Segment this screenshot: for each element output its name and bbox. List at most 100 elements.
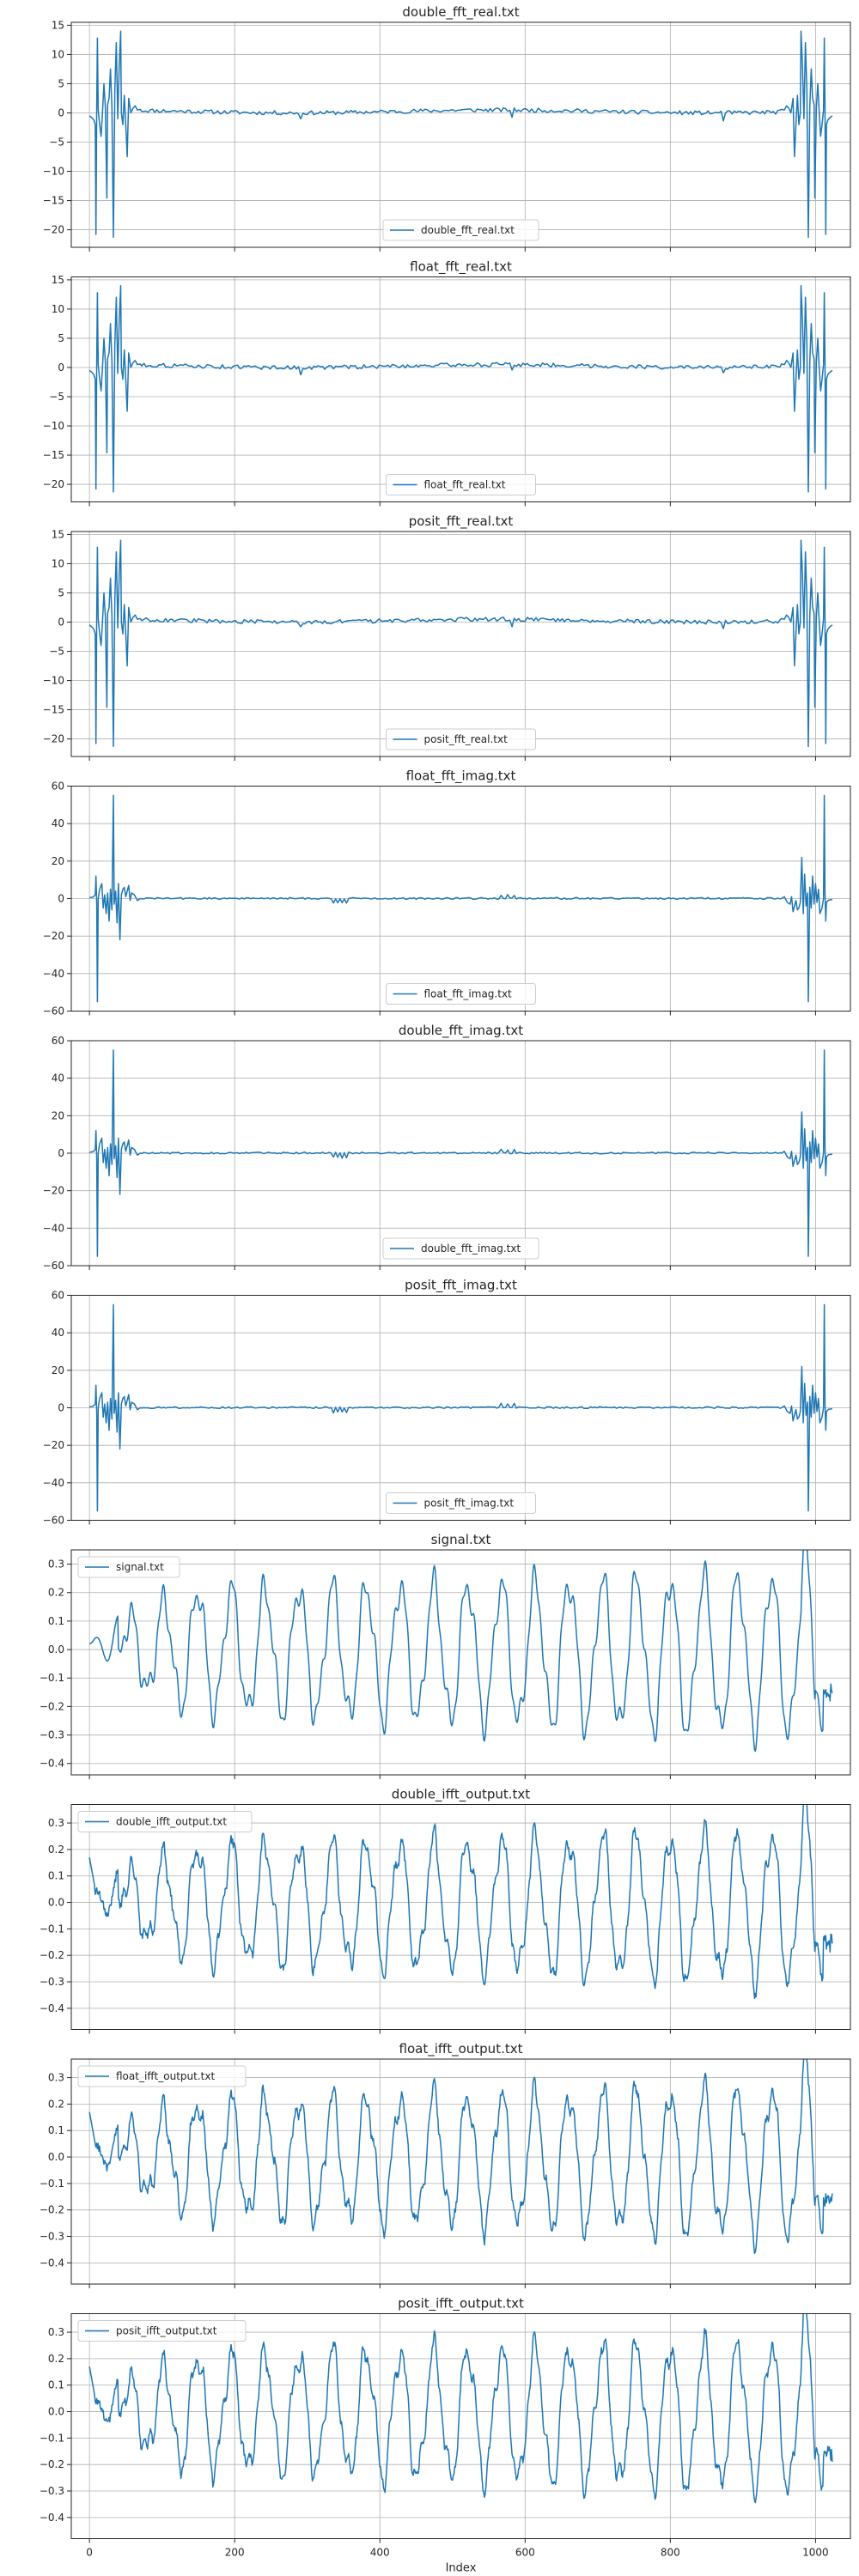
chart-panel: float_ifft_output.txt0.30.20.10.0−0.1−0.… xyxy=(40,2038,850,2288)
axes-frame xyxy=(71,532,850,756)
legend: double_ifft_output.txt xyxy=(78,1812,252,1832)
y-tick-label: −0.3 xyxy=(40,1976,64,1988)
x-tick-label: 600 xyxy=(515,2547,535,2559)
y-tick-label: 60 xyxy=(52,1035,64,1047)
y-tick-label: −0.2 xyxy=(40,1700,64,1712)
y-tick-label: 10 xyxy=(52,303,64,315)
x-tick-label: 0 xyxy=(86,2547,93,2559)
y-tick-label: −15 xyxy=(43,704,64,716)
legend-label: double_ifft_output.txt xyxy=(116,1816,227,1828)
y-tick-label: −10 xyxy=(43,166,64,178)
legend-label: float_ifft_output.txt xyxy=(116,2070,215,2082)
legend-label: float_fft_imag.txt xyxy=(424,988,513,1000)
x-tick-label: 1000 xyxy=(802,2547,829,2559)
y-tick-label: −5 xyxy=(49,137,64,149)
x-tick-label: 200 xyxy=(225,2547,245,2559)
legend: float_fft_imag.txt xyxy=(387,984,536,1005)
legend: signal.txt xyxy=(78,1557,180,1577)
series-line xyxy=(89,540,832,746)
y-tick-label: −0.1 xyxy=(40,1672,64,1684)
y-tick-label: 0.1 xyxy=(48,1870,64,1882)
chart-panel: posit_fft_real.txt 15 10 5 0 −5 −10 −15 −20 posit… xyxy=(43,513,850,761)
y-tick-label: −20 xyxy=(43,224,64,236)
chart-title: float_fft_imag.txt xyxy=(406,769,516,785)
y-tick-label: 5 xyxy=(58,586,64,598)
series-line xyxy=(89,286,832,492)
y-tick-label: 15 xyxy=(52,274,64,286)
chart-panel: posit_ifft_output.txt 0 200 400 600 800 1000 0.… xyxy=(40,2293,850,2575)
legend: float_fft_real.txt xyxy=(387,475,536,495)
y-tick-label: 0 xyxy=(58,616,64,628)
y-tick-label: −60 xyxy=(43,1260,64,1272)
y-tick-label: −20 xyxy=(43,478,64,490)
y-tick-label: −20 xyxy=(43,930,64,942)
y-tick-label: 0 xyxy=(58,106,64,118)
legend: float_ifft_output.txt xyxy=(78,2066,246,2087)
y-tick-label: 0.0 xyxy=(48,1643,64,1656)
y-tick-label: 0.2 xyxy=(48,2098,64,2110)
y-tick-label: −15 xyxy=(43,195,64,207)
y-tick-label: −0.2 xyxy=(40,2204,64,2216)
y-tick-label: 0.3 xyxy=(48,1558,64,1571)
y-tick-label: 0.3 xyxy=(48,2326,64,2338)
chart-panel: signal.txt 0.3 0.2 0.1 0.0 −0.1 −0.2 −0.3 −0.4 si… xyxy=(40,1526,850,1779)
y-tick-label: 0 xyxy=(58,893,64,905)
y-tick-label: 15 xyxy=(52,528,64,540)
y-tick-label: 0.1 xyxy=(48,2379,64,2391)
y-tick-label: 10 xyxy=(52,557,64,569)
y-tick-label: −20 xyxy=(43,1439,64,1451)
y-tick-label: 5 xyxy=(58,332,64,344)
y-tick-label: 0.2 xyxy=(48,2353,64,2365)
y-tick-label: 0.1 xyxy=(48,2124,64,2136)
y-tick-label: −0.3 xyxy=(40,2485,64,2497)
y-tick-label: −20 xyxy=(43,733,64,745)
y-tick-label: −40 xyxy=(43,968,64,980)
axes-frame xyxy=(71,22,850,247)
chart-title: posit_ifft_output.txt xyxy=(398,2296,524,2312)
y-tick-label: −60 xyxy=(43,1515,64,1527)
y-tick-label: −60 xyxy=(43,1005,64,1018)
chart-title: posit_fft_imag.txt xyxy=(405,1278,517,1294)
x-tick-label: 800 xyxy=(661,2547,680,2559)
chart-panel: float_fft_imag.txt 60 40 20 0 −20 −40 −60 float_… xyxy=(43,769,850,1018)
legend: double_fft_imag.txt xyxy=(383,1238,539,1259)
y-tick-label: −0.4 xyxy=(40,2002,64,2014)
y-tick-label: 0.1 xyxy=(48,1615,64,1627)
legend-label: double_fft_real.txt xyxy=(421,224,515,236)
y-tick-label: 0.0 xyxy=(48,2151,64,2163)
y-tick-label: −0.4 xyxy=(40,1758,64,1770)
y-tick-label: −0.3 xyxy=(40,2231,64,2243)
y-tick-label: −5 xyxy=(49,391,64,403)
chart-title: float_ifft_output.txt xyxy=(399,2041,523,2057)
legend: posit_fft_imag.txt xyxy=(387,1493,536,1514)
y-tick-label: 0.3 xyxy=(48,1817,64,1829)
chart-title: posit_fft_real.txt xyxy=(409,513,514,530)
axes-frame xyxy=(71,277,850,502)
y-tick-label: −0.1 xyxy=(40,1923,64,1935)
y-tick-label: −0.4 xyxy=(40,2257,64,2269)
x-axis-label: Index xyxy=(446,2562,477,2575)
legend-label: posit_ifft_output.txt xyxy=(116,2325,217,2337)
y-tick-label: −15 xyxy=(43,449,64,461)
y-tick-label: −40 xyxy=(43,1477,64,1489)
chart-title: signal.txt xyxy=(431,1532,491,1547)
legend-label: posit_fft_real.txt xyxy=(424,733,509,745)
y-tick-label: −0.2 xyxy=(40,1949,64,1961)
chart-panel: double_fft_imag.txt 60 40 20 0 −20 −40 −60 doubl… xyxy=(43,1023,850,1272)
y-tick-label: 5 xyxy=(58,77,64,89)
chart-panel: double_ifft_output.txt 0.3 0.2 0.1 0.0 −0.1 −0… xyxy=(40,1783,850,2034)
chart-title: double_fft_real.txt xyxy=(402,4,519,21)
y-tick-label: 20 xyxy=(52,855,64,867)
y-tick-label: −0.1 xyxy=(40,2432,64,2444)
y-tick-label: 0 xyxy=(58,1147,64,1159)
y-tick-label: 0.0 xyxy=(48,2406,64,2418)
y-tick-label: −10 xyxy=(43,420,64,432)
series-line xyxy=(89,1526,832,1752)
y-tick-label: 0.2 xyxy=(48,1844,64,1856)
y-tick-label: −0.2 xyxy=(40,2458,64,2470)
chart-panel: posit_fft_imag.txt 60 40 20 0 −20 −40 −60 posit_… xyxy=(43,1278,850,1527)
y-tick-label: 15 xyxy=(52,19,64,31)
chart-panel: double_fft_real.txt 15 10 5 0 −5 −10 −15 −20 doub… xyxy=(43,4,850,252)
y-tick-label: 60 xyxy=(52,1290,64,1302)
legend-label: float_fft_real.txt xyxy=(424,479,506,491)
